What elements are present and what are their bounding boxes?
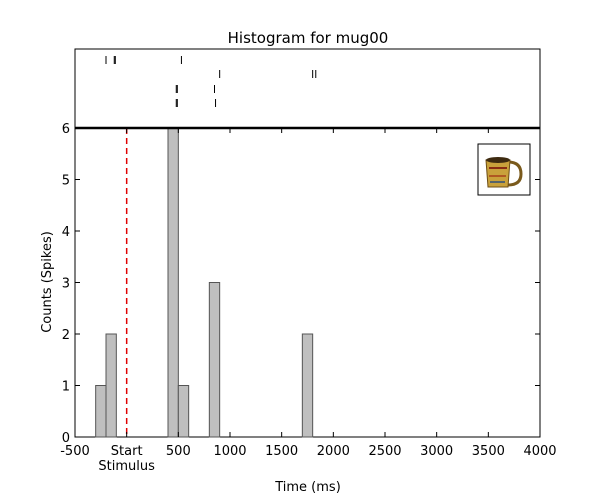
x-tick-label: 1500 [265, 444, 298, 459]
mug-icon [485, 157, 523, 188]
y-tick-label: 2 [62, 328, 70, 343]
y-tick-label: 4 [62, 225, 70, 240]
x-tick-label: 3000 [420, 444, 453, 459]
histogram-bar [177, 385, 190, 438]
y-tick-label: 1 [62, 380, 70, 395]
histogram-bar [208, 282, 221, 438]
raster-ticks [105, 56, 317, 107]
x-tick-label: -500 [60, 444, 90, 459]
x-tick-label: 500 [166, 444, 191, 459]
histogram-bar [301, 333, 314, 438]
inset-image [477, 143, 531, 196]
histogram-bars [95, 127, 314, 438]
x-tick-label: 2500 [368, 444, 401, 459]
histogram-bar [105, 333, 117, 438]
y-tick-label: 3 [62, 277, 70, 292]
y-tick-label: 6 [62, 122, 70, 137]
y-tick-label: 5 [62, 174, 70, 189]
y-tick-label: 0 [62, 431, 70, 446]
x-tick-label: 2000 [317, 444, 350, 459]
x-tick-sublabel: Stimulus [98, 459, 155, 474]
x-tick-label: 4000 [523, 444, 556, 459]
histogram-bar [95, 385, 107, 438]
x-tick-label: 1000 [213, 444, 246, 459]
x-axis-label: Time (ms) [274, 480, 341, 495]
y-axis-label: Counts (Spikes) [40, 231, 55, 333]
raster-panel [74, 48, 541, 129]
histogram-bar [167, 127, 179, 438]
x-tick-label: Start [111, 444, 143, 459]
x-tick-label: 3500 [472, 444, 505, 459]
chart-title: Histogram for mug00 [228, 29, 389, 47]
